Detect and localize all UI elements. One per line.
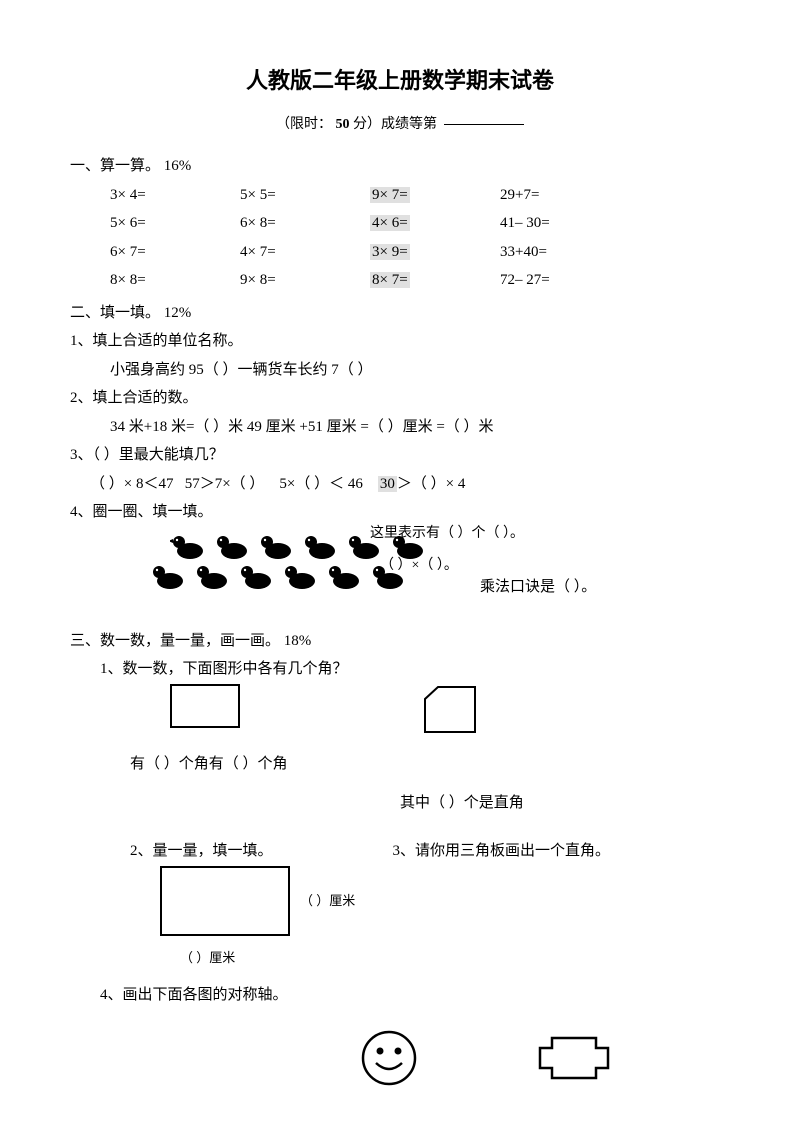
duck-icon bbox=[302, 533, 338, 559]
cm-label-bottom: （ ）厘米 bbox=[180, 946, 730, 971]
pentagon-shape bbox=[420, 684, 480, 734]
subtitle-time: 50 bbox=[336, 117, 350, 132]
s3-q1: 1、数一数，下面图形中各有几个角？ bbox=[100, 655, 730, 684]
calc-cell: 72– 27= bbox=[500, 266, 630, 295]
s3-q1text2: 其中（ ）个是直角 bbox=[400, 789, 730, 818]
calc-cell: 41– 30= bbox=[500, 209, 630, 238]
measure-row: 2、量一量，填一填。 3、请你用三角板画出一个直角。 bbox=[130, 837, 730, 866]
symmetry-row bbox=[360, 1029, 730, 1087]
calc-cell: 4× 6= bbox=[370, 209, 500, 238]
duck-icon bbox=[282, 563, 318, 589]
cross-shape-icon bbox=[538, 1034, 610, 1082]
calc-cell: 4× 7= bbox=[240, 238, 370, 267]
page-title: 人教版二年级上册数学期末试卷 bbox=[70, 60, 730, 102]
ducks-area: 这里表示有（ ）个（ ）。 （ ）×（ ）。 乘法口诀是（ ）。 bbox=[170, 527, 730, 607]
q2-line: 34 米+18 米=（ ）米 49 厘米 +51 厘米 =（ ）厘米 =（ ）米 bbox=[110, 413, 730, 442]
duck-icon bbox=[194, 563, 230, 589]
smiley-icon bbox=[360, 1029, 418, 1087]
calc-cell: 29+7= bbox=[500, 181, 630, 210]
s3-q2: 2、量一量，填一填。 bbox=[130, 837, 273, 866]
calc-cell: 8× 7= bbox=[370, 266, 500, 295]
cm-label-side: （ ）厘米 bbox=[300, 889, 355, 914]
section3-head: 三、数一数，量一量，画一画。 18% bbox=[70, 627, 730, 656]
duck-icon bbox=[258, 533, 294, 559]
subtitle: （限时： 50 分）成绩等第 bbox=[70, 112, 730, 139]
q3-title: 3、（ ）里最大能填几？ bbox=[70, 441, 730, 470]
duck-icon bbox=[150, 563, 186, 589]
calc-cell: 6× 7= bbox=[110, 238, 240, 267]
calc-cell: 3× 4= bbox=[110, 181, 240, 210]
duck-icon bbox=[326, 563, 362, 589]
measure-box-row: （ ）厘米 bbox=[140, 866, 730, 936]
calc-cell: 8× 8= bbox=[110, 266, 240, 295]
duck-icon bbox=[346, 533, 382, 559]
calc-cell: 9× 8= bbox=[240, 266, 370, 295]
shape-row bbox=[150, 684, 730, 745]
calc-cell: 9× 7= bbox=[370, 181, 500, 210]
calc-cell: 5× 6= bbox=[110, 209, 240, 238]
duck-icon bbox=[214, 533, 250, 559]
ducks-row2 bbox=[150, 563, 406, 589]
s3-q3: 3、请你用三角板画出一个直角。 bbox=[393, 837, 611, 866]
measure-rectangle bbox=[160, 866, 290, 936]
s3-q1text: 有（ ）个角有（ ）个角 bbox=[130, 750, 730, 779]
q3-line: （ ）× 8＜47 57＞7×（ ） 5×（ ）＜ 46 30＞（ ）× 4 bbox=[90, 470, 730, 499]
rectangle-shape bbox=[170, 684, 240, 728]
q1-title: 1、填上合适的单位名称。 bbox=[70, 327, 730, 356]
section2-head: 二、填一填。 12% bbox=[70, 299, 730, 328]
subtitle-suf: 分）成绩等第 bbox=[353, 117, 437, 132]
s3-q4: 4、画出下面各图的对称轴。 bbox=[100, 981, 730, 1010]
score-blank bbox=[444, 124, 524, 125]
duck-icon bbox=[370, 563, 406, 589]
q2-title: 2、填上合适的数。 bbox=[70, 384, 730, 413]
subtitle-pre: （限时： bbox=[276, 117, 332, 132]
q1-line: 小强身高约 95（ ）一辆货车长约 7（ ） bbox=[110, 356, 730, 385]
calc-grid: 3× 4= 5× 5= 9× 7= 29+7= 5× 6= 6× 8= 4× 6… bbox=[110, 181, 730, 295]
calc-cell: 33+40= bbox=[500, 238, 630, 267]
calc-cell: 6× 8= bbox=[240, 209, 370, 238]
q4-text-c: 乘法口诀是（ ）。 bbox=[480, 573, 596, 602]
hl-text: 30 bbox=[378, 476, 397, 492]
calc-cell: 5× 5= bbox=[240, 181, 370, 210]
duck-icon bbox=[170, 533, 206, 559]
section1-head: 一、算一算。 16% bbox=[70, 152, 730, 181]
calc-cell: 3× 9= bbox=[370, 238, 500, 267]
duck-icon bbox=[238, 563, 274, 589]
